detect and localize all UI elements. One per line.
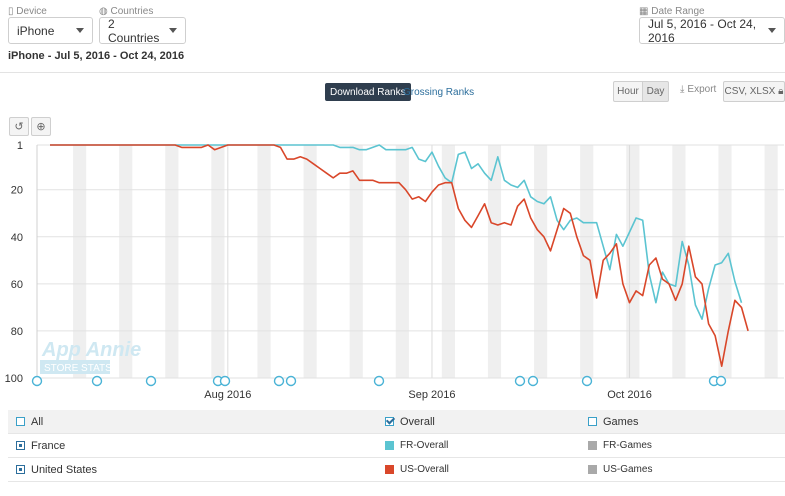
weekend-band (303, 145, 317, 378)
divider (0, 72, 785, 73)
watermark-band (40, 360, 110, 374)
reset-zoom-button[interactable]: ↺ (9, 117, 29, 136)
gridlines (36, 144, 784, 379)
radio-selected-icon[interactable] (16, 465, 25, 474)
checkbox-icon[interactable] (16, 417, 25, 426)
checkbox-icon[interactable] (588, 417, 597, 426)
weekend-band (487, 145, 502, 378)
weekend-band (211, 145, 225, 378)
weekend-band (441, 145, 456, 378)
y-tick-label: 80 (11, 326, 23, 338)
countries-label: ◍ Countries (99, 6, 154, 17)
legend-row-united-states: United States US-Overall US-Games (8, 458, 785, 482)
date-range-value: Jul 5, 2016 - Oct 24, 2016 (648, 16, 757, 45)
legend-fr-games[interactable]: FR-Games (588, 440, 652, 451)
event-marker-icon (373, 375, 385, 387)
legend-games[interactable]: Games (588, 416, 638, 428)
checkbox-checked-icon[interactable] (385, 417, 394, 426)
y-tick-label: 40 (11, 232, 23, 244)
y-tick-label: 60 (11, 279, 23, 291)
y-tick-label: 100 (5, 373, 23, 385)
x-tick-label: Sep 2016 (408, 389, 455, 401)
event-marker-icon (285, 375, 297, 387)
x-axis: Aug 2016 Sep 2016 Oct 2016 (204, 389, 652, 401)
color-swatch (588, 465, 597, 474)
page-subtitle: iPhone - Jul 5, 2016 - Oct 24, 2016 (8, 50, 185, 62)
weekend-band (534, 145, 548, 378)
watermark-line2: STORE STATS (44, 363, 112, 374)
chevron-down-icon (768, 28, 776, 33)
series-line-us-overall (50, 144, 749, 367)
calendar-icon: ▦ (639, 6, 649, 17)
event-marker-icon (527, 375, 539, 387)
legend-fr-overall[interactable]: FR-Overall (385, 440, 448, 451)
weekend-band (257, 145, 271, 378)
undo-icon: ↺ (14, 121, 24, 133)
watermark-line1: App Annie (41, 339, 141, 361)
device-select-value: iPhone (17, 23, 55, 38)
date-range-select[interactable]: Jul 5, 2016 - Oct 24, 2016 (639, 16, 785, 45)
series-lines (50, 144, 749, 367)
device-icon: ▯ (8, 6, 14, 17)
event-marker-icon (581, 375, 593, 387)
event-markers (31, 375, 727, 387)
zoom-button[interactable]: ⊕ (31, 117, 51, 136)
weekend-band (626, 145, 640, 378)
event-marker-icon (715, 375, 727, 387)
chevron-down-icon (76, 28, 84, 33)
weekend-bands (73, 145, 778, 378)
color-swatch (385, 441, 394, 450)
legend-all[interactable]: All (16, 416, 43, 428)
legend-row-france: France FR-Overall FR-Games (8, 434, 785, 458)
x-tick-label: Oct 2016 (607, 389, 652, 401)
weekend-band (73, 145, 87, 378)
lock-icon: 🔒︎ (778, 86, 784, 97)
day-button[interactable]: Day (642, 81, 669, 102)
x-tick-label: Aug 2016 (204, 389, 251, 401)
y-tick-label: 20 (11, 185, 23, 197)
legend-us-games[interactable]: US-Games (588, 464, 652, 475)
export-button[interactable]: ⤓ Export (680, 84, 717, 95)
legend-overall[interactable]: Overall (385, 416, 435, 428)
device-select[interactable]: iPhone (8, 17, 93, 44)
event-marker-icon (91, 375, 103, 387)
weekend-band (119, 145, 133, 378)
event-marker-icon (145, 375, 157, 387)
legend-country-france[interactable]: France (16, 440, 65, 452)
chevron-down-icon (169, 28, 177, 33)
countries-select-value: 2 Countries (108, 16, 160, 45)
export-format-button[interactable]: CSV, XLSX 🔒︎ (723, 81, 785, 102)
legend-header: All Overall Games (8, 410, 785, 434)
radio-selected-icon[interactable] (16, 441, 25, 450)
weekend-band (395, 145, 409, 378)
color-swatch (588, 441, 597, 450)
legend-country-us[interactable]: United States (16, 464, 97, 476)
device-label: ▯ Device (8, 6, 47, 17)
weekend-band (718, 145, 732, 378)
download-icon: ⤓ (680, 84, 685, 95)
rank-chart: 1 20 40 60 80 100 Aug 2016 Sep 2016 Oct 2016 Ap… (5, 140, 784, 401)
weekend-band (165, 145, 179, 378)
weekend-band (764, 145, 778, 378)
hour-button[interactable]: Hour (613, 81, 643, 102)
legend-us-overall[interactable]: US-Overall (385, 464, 449, 475)
event-marker-icon (219, 375, 231, 387)
event-marker-icon (273, 375, 285, 387)
y-tick-label: 1 (17, 140, 23, 152)
date-range-label: ▦ Date Range (639, 6, 705, 17)
globe-icon: ◍ (99, 6, 108, 17)
weekend-band (580, 145, 594, 378)
event-marker-icon (514, 375, 526, 387)
zoom-icon: ⊕ (36, 121, 46, 133)
y-axis: 1 20 40 60 80 100 (5, 140, 23, 385)
legend: All Overall Games France FR-Overall FR-G… (0, 410, 785, 496)
tab-grossing-ranks[interactable]: Grossing Ranks (403, 86, 475, 98)
event-marker-icon (31, 375, 43, 387)
countries-select[interactable]: 2 Countries (99, 16, 186, 45)
color-swatch (385, 465, 394, 474)
app-annie-watermark: App Annie STORE STATS (40, 339, 141, 374)
tab-download-ranks[interactable]: Download Ranks (325, 83, 411, 101)
weekend-band (349, 145, 363, 378)
